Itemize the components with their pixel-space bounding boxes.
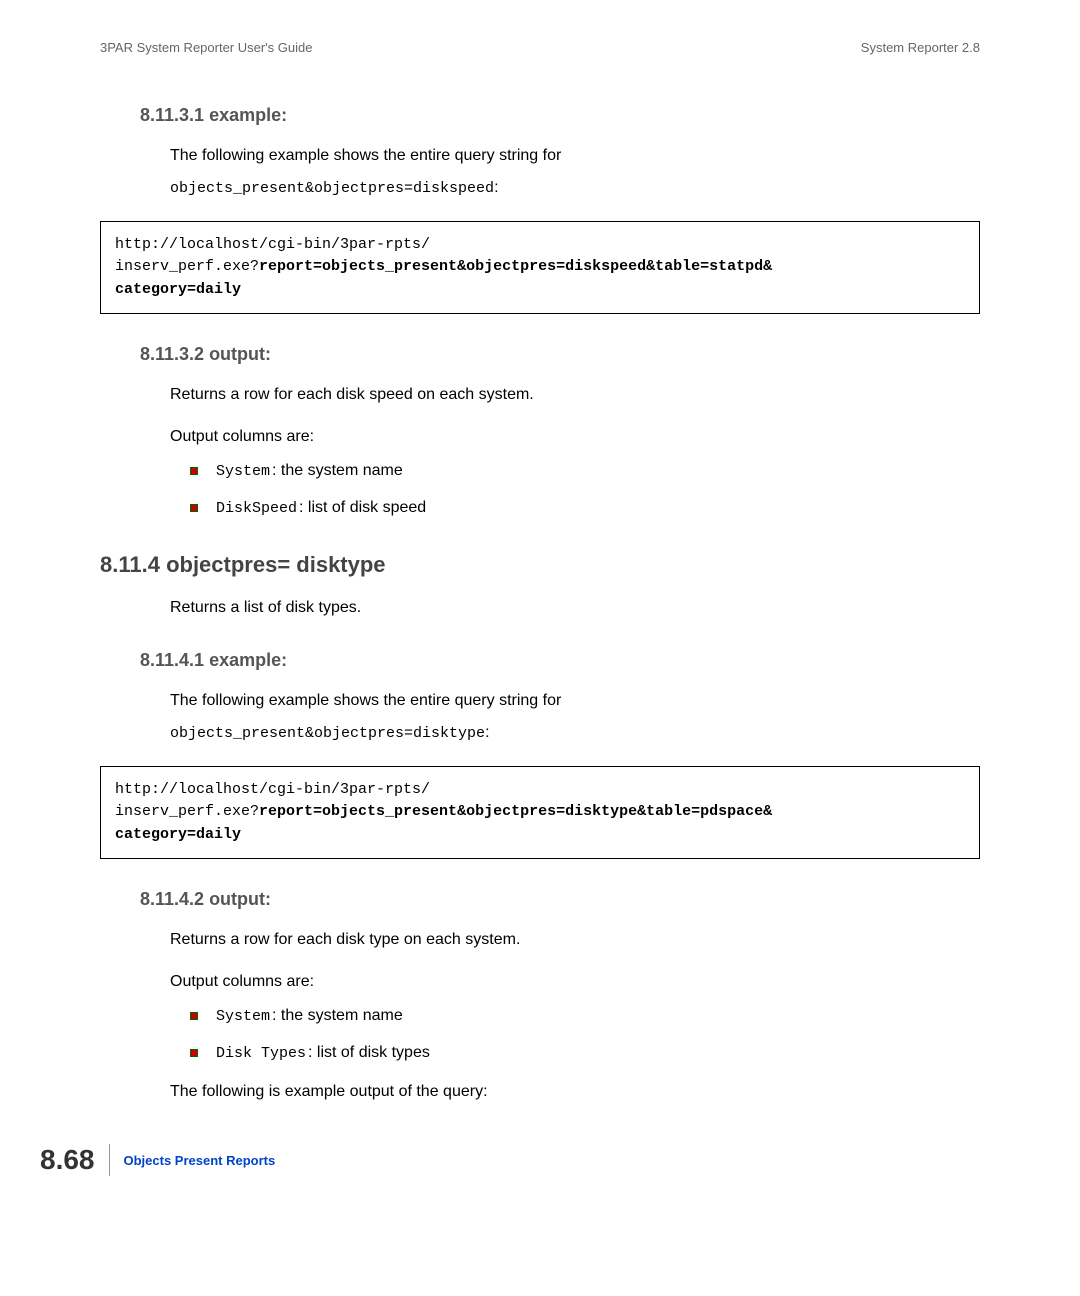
code-box-81141: http://localhost/cgi-bin/3par-rpts/ inse… (100, 766, 980, 860)
text-intro-81141: The following example shows the entire q… (170, 692, 561, 709)
list-item: System: the system name (190, 1006, 980, 1025)
footer-title: Objects Present Reports (124, 1153, 276, 1168)
header-left: 3PAR System Reporter User's Guide (100, 40, 312, 55)
code-line2-bold-81141: report=objects_present&objectpres=diskty… (259, 803, 772, 820)
heading-81131: 8.11.3.1 example: (140, 105, 980, 126)
list-desc: : the system name (272, 462, 403, 479)
bullet-icon (190, 504, 198, 512)
heading-81132: 8.11.3.2 output: (140, 344, 980, 365)
code-line2-81131: inserv_perf.exe?report=objects_present&o… (115, 256, 965, 279)
colon-81131: : (494, 179, 498, 196)
bullet-icon (190, 467, 198, 475)
para-81141-intro: The following example shows the entire q… (170, 689, 980, 713)
list-desc: : list of disk types (308, 1044, 430, 1061)
list-desc: : list of disk speed (299, 499, 426, 516)
para-8114-1: Returns a list of disk types. (170, 596, 980, 620)
code-line2-81141: inserv_perf.exe?report=objects_present&o… (115, 801, 965, 824)
list-81142: System: the system name Disk Types: list… (190, 1006, 980, 1062)
code-inline-81141: objects_present&objectpres=disktype (170, 725, 485, 742)
list-81132: System: the system name DiskSpeed: list … (190, 461, 980, 517)
code-line2-plain-81131: inserv_perf.exe? (115, 258, 259, 275)
page-number: 8.68 (40, 1144, 110, 1176)
para-81142-1: Returns a row for each disk type on each… (170, 928, 980, 952)
list-item-text: Disk Types: list of disk types (216, 1044, 430, 1062)
para-81132-2: Output columns are: (170, 425, 980, 449)
colon-81141: : (485, 724, 489, 741)
page-header: 3PAR System Reporter User's Guide System… (100, 40, 980, 55)
code-box-81131: http://localhost/cgi-bin/3par-rpts/ inse… (100, 221, 980, 315)
heading-81141: 8.11.4.1 example: (140, 650, 980, 671)
text-intro-81131: The following example shows the entire q… (170, 147, 561, 164)
para-81132-1: Returns a row for each disk speed on eac… (170, 383, 980, 407)
list-desc: : the system name (272, 1007, 403, 1024)
code-line1-81141: http://localhost/cgi-bin/3par-rpts/ (115, 779, 965, 802)
bullet-icon (190, 1012, 198, 1020)
list-item-text: System: the system name (216, 1007, 403, 1025)
document-page: 3PAR System Reporter User's Guide System… (0, 0, 1080, 1104)
code-inline-81131: objects_present&objectpres=diskspeed (170, 180, 494, 197)
list-item: System: the system name (190, 461, 980, 480)
page-footer: 8.68 Objects Present Reports (40, 1144, 275, 1176)
heading-8114: 8.11.4 objectpres= disktype (100, 552, 980, 578)
code-line3-81141: category=daily (115, 824, 965, 847)
list-code: Disk Types (216, 1045, 306, 1062)
heading-81142: 8.11.4.2 output: (140, 889, 980, 910)
code-line2-plain-81141: inserv_perf.exe? (115, 803, 259, 820)
list-code: DiskSpeed (216, 500, 297, 517)
code-line1-81131: http://localhost/cgi-bin/3par-rpts/ (115, 234, 965, 257)
para-81141-code: objects_present&objectpres=disktype: (170, 721, 980, 746)
bullet-icon (190, 1049, 198, 1057)
list-item-text: DiskSpeed: list of disk speed (216, 499, 426, 517)
para-81131-intro: The following example shows the entire q… (170, 144, 980, 168)
code-line3-81131: category=daily (115, 279, 965, 302)
list-item-text: System: the system name (216, 462, 403, 480)
para-81142-3: The following is example output of the q… (170, 1080, 980, 1104)
code-line2-bold-81131: report=objects_present&objectpres=disksp… (259, 258, 772, 275)
para-81131-code: objects_present&objectpres=diskspeed: (170, 176, 980, 201)
list-code: System (216, 1008, 270, 1025)
header-right: System Reporter 2.8 (861, 40, 980, 55)
list-item: DiskSpeed: list of disk speed (190, 498, 980, 517)
para-81142-2: Output columns are: (170, 970, 980, 994)
list-item: Disk Types: list of disk types (190, 1043, 980, 1062)
list-code: System (216, 463, 270, 480)
